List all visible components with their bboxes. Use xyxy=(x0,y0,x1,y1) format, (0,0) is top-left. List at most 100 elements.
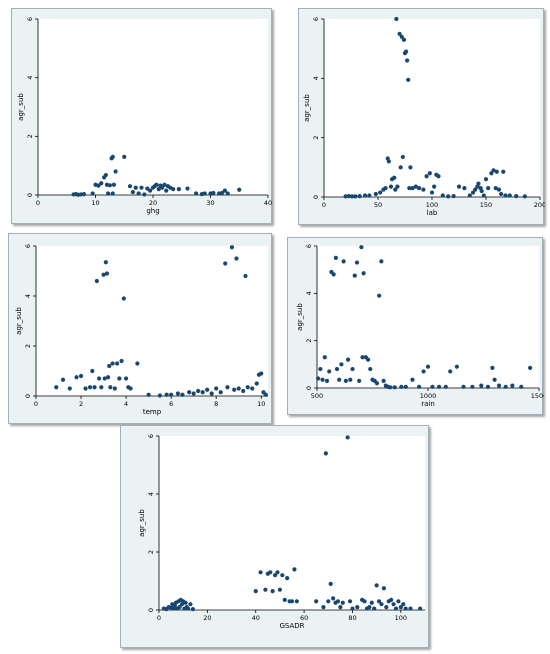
data-point xyxy=(384,605,389,610)
x-tick-label: 8 xyxy=(214,400,218,408)
data-point xyxy=(494,169,499,174)
data-point xyxy=(114,361,120,366)
y-tick-label: 6 xyxy=(305,244,313,248)
data-point xyxy=(139,185,144,190)
data-point xyxy=(481,193,486,198)
data-point xyxy=(176,187,181,192)
data-point xyxy=(443,384,448,389)
data-point xyxy=(492,377,497,382)
data-point xyxy=(446,194,451,199)
x-axis-label: GSADR xyxy=(279,622,304,630)
data-point xyxy=(241,388,246,394)
data-point xyxy=(357,378,362,383)
data-point xyxy=(473,187,478,192)
data-point xyxy=(355,605,360,610)
data-point xyxy=(467,193,472,198)
data-point xyxy=(340,600,345,605)
data-point xyxy=(339,362,344,367)
data-point xyxy=(421,369,426,374)
data-point xyxy=(401,602,406,607)
plot-area xyxy=(38,19,268,195)
data-point xyxy=(185,606,191,611)
data-point xyxy=(424,174,429,179)
data-point xyxy=(365,357,371,362)
y-tick-label: 2 xyxy=(26,134,34,138)
data-point xyxy=(160,185,165,190)
data-point xyxy=(343,194,348,199)
data-point xyxy=(107,183,112,188)
data-point xyxy=(454,364,459,369)
data-point xyxy=(110,191,115,196)
data-point xyxy=(393,187,398,192)
data-point xyxy=(368,366,373,372)
data-point xyxy=(362,599,367,604)
data-point xyxy=(282,597,287,602)
data-point xyxy=(383,186,388,191)
data-point xyxy=(440,193,445,198)
data-point xyxy=(367,193,372,198)
data-point xyxy=(188,602,193,607)
x-tick-label: 40 xyxy=(264,199,272,207)
data-point xyxy=(522,194,527,199)
data-point xyxy=(237,187,242,192)
data-point xyxy=(180,392,185,397)
data-point xyxy=(101,272,106,277)
data-point xyxy=(322,355,327,360)
data-point xyxy=(369,600,374,605)
data-point xyxy=(106,191,111,196)
data-point xyxy=(321,605,326,610)
data-point xyxy=(407,186,412,191)
data-point xyxy=(388,385,393,390)
data-point xyxy=(121,296,126,301)
data-point xyxy=(352,273,357,278)
data-point xyxy=(67,386,72,391)
data-point xyxy=(470,190,476,195)
data-point xyxy=(406,77,411,82)
data-point xyxy=(403,606,408,611)
data-point xyxy=(408,165,413,170)
data-point xyxy=(225,191,230,196)
y-tick-label: 2 xyxy=(24,344,32,348)
data-point xyxy=(110,361,115,366)
data-point xyxy=(510,383,515,388)
plot-area xyxy=(317,246,539,388)
data-point xyxy=(275,570,280,575)
x-tick-label: 10 xyxy=(257,400,265,408)
data-point xyxy=(416,186,422,191)
data-point xyxy=(328,581,333,586)
data-point xyxy=(403,384,408,389)
x-tick-label: 20 xyxy=(149,199,157,207)
data-point xyxy=(483,177,489,182)
data-point xyxy=(280,573,285,578)
y-tick-label: 6 xyxy=(24,244,32,248)
data-point xyxy=(448,369,453,374)
y-tick-label: 0 xyxy=(26,193,34,197)
data-point xyxy=(353,194,358,199)
data-point xyxy=(392,175,397,180)
data-point xyxy=(499,191,504,197)
data-point xyxy=(253,589,258,594)
data-point xyxy=(229,245,235,250)
x-tick-label: 1000 xyxy=(420,392,437,400)
x-tick-label: 40 xyxy=(252,614,260,622)
data-point xyxy=(346,194,351,199)
data-point xyxy=(503,193,508,198)
data-point xyxy=(334,366,340,372)
data-point xyxy=(338,605,343,610)
data-point xyxy=(92,385,97,390)
data-point xyxy=(479,383,484,388)
data-point xyxy=(177,605,182,610)
data-point xyxy=(119,358,124,364)
data-point xyxy=(103,172,108,178)
data-point xyxy=(470,384,475,389)
data-point xyxy=(209,391,214,396)
data-point xyxy=(112,386,117,391)
data-point xyxy=(254,381,259,386)
data-point xyxy=(292,567,297,572)
data-point xyxy=(430,384,435,389)
data-point xyxy=(314,599,319,604)
x-tick-label: 0 xyxy=(34,400,38,408)
y-tick-label: 4 xyxy=(147,492,155,496)
data-point xyxy=(60,377,66,382)
data-point xyxy=(361,271,366,276)
